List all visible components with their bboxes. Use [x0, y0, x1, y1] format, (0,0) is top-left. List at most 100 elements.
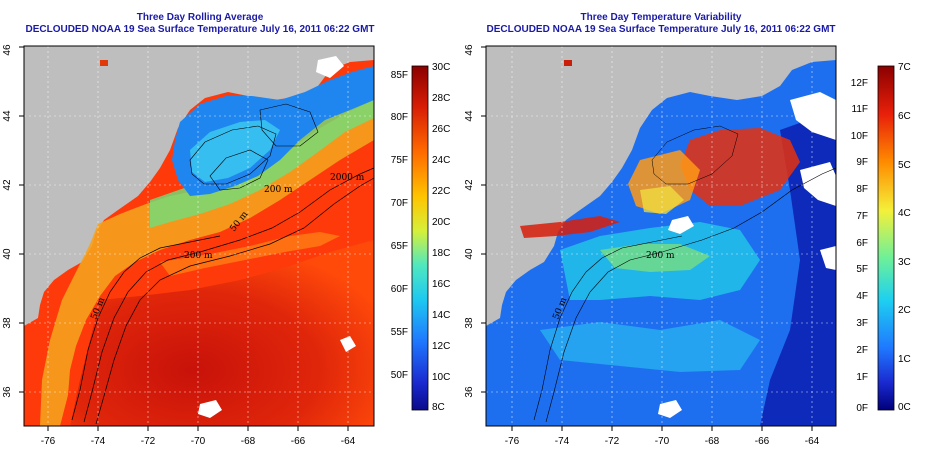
left-warm-coast-band [40, 100, 374, 426]
right-red-streak [520, 216, 620, 238]
right-cloud-2 [800, 162, 836, 206]
right-x-tick: -70 [655, 436, 670, 447]
left-x-tick: -66 [291, 436, 306, 447]
left-x-tick: -72 [141, 436, 156, 447]
right-y-tick: 38 [464, 317, 475, 329]
left-cbar-f-label: 75F [391, 155, 408, 166]
left-map-frame [23, 45, 375, 427]
left-colorbar-c-labels: 30C 28C 26C 24C 22C 20C 18C 16C 14C 12C … [432, 62, 450, 413]
left-cbar-c-label: 10C [432, 372, 450, 383]
right-y-tick: 42 [464, 179, 475, 191]
left-y-tick: 46 [2, 44, 13, 56]
left-colorbar-f-labels: 85F 80F 75F 70F 65F 60F 55F 50F [391, 70, 408, 381]
right-x-tick: -72 [605, 436, 620, 447]
left-y-tick: 44 [2, 110, 13, 122]
right-cbar-f-label: 7F [856, 211, 868, 222]
left-land [24, 46, 374, 326]
right-cbar-c-label: 5C [898, 160, 911, 171]
left-contour-label-200m: 200 m [184, 251, 213, 261]
left-cbar-c-label: 20C [432, 217, 450, 228]
left-x-axis: -76 -74 -72 -70 -68 -66 -64 [41, 426, 356, 447]
left-cbar-c-label: 12C [432, 341, 450, 352]
left-map [24, 46, 374, 426]
right-y-tick: 36 [464, 386, 475, 398]
right-contour-50m [533, 235, 683, 421]
right-title-1: Three Day Temperature Variability [580, 12, 742, 23]
left-contour-gulf-2 [209, 149, 269, 191]
left-cbar-c-label: 14C [432, 310, 450, 321]
right-green-zone [600, 244, 710, 272]
right-grid [486, 46, 836, 426]
right-cbar-f-label: 6F [856, 238, 868, 249]
left-cloud-3 [340, 336, 356, 352]
right-y-tick: 46 [464, 44, 475, 56]
right-cbar-f-label: 4F [856, 291, 868, 302]
right-cloud-5 [658, 400, 682, 418]
right-land [486, 46, 836, 326]
right-map-frame [485, 45, 837, 427]
right-cbar-c-label: 6C [898, 111, 911, 122]
right-map [486, 46, 836, 426]
left-contour-gulf-1 [189, 125, 277, 185]
right-cbar-c-label: 4C [898, 208, 911, 219]
left-contour-50m [71, 235, 221, 421]
right-cbar-c-label: 7C [898, 62, 911, 73]
right-y-tick: 44 [464, 110, 475, 122]
left-contour-gulf-3 [259, 103, 319, 147]
left-cbar-c-label: 22C [432, 186, 450, 197]
left-grid [24, 46, 374, 426]
right-x-tick: -76 [505, 436, 520, 447]
left-cbar-c-label: 8C [432, 402, 445, 413]
right-x-tick: -68 [705, 436, 720, 447]
left-title-1: Three Day Rolling Average [136, 12, 264, 23]
left-contour-label-2000m: 2000 m [330, 173, 365, 183]
right-cbar-f-label: 11F [852, 104, 869, 115]
right-colorbar-c-labels: 7C 6C 5C 4C 3C 2C 1C 0C [898, 62, 911, 413]
left-x-tick: -68 [241, 436, 256, 447]
right-title-2: DECLOUDED NOAA 19 Sea Surface Temperatur… [486, 24, 836, 35]
right-contour-200m [545, 167, 836, 423]
right-cbar-f-label: 12F [851, 78, 868, 89]
left-cbar-f-label: 80F [391, 112, 408, 123]
left-cbar-c-label: 26C [432, 124, 450, 135]
left-y-tick: 36 [2, 386, 13, 398]
right-cbar-c-label: 1C [898, 354, 911, 365]
right-cbar-f-label: 1F [856, 372, 868, 383]
left-x-tick: -70 [191, 436, 206, 447]
left-contour-2000m [95, 177, 374, 425]
left-cloud [316, 56, 344, 78]
left-cyan-gulf [190, 120, 280, 182]
right-cbar-c-label: 2C [898, 305, 911, 316]
right-cbar-f-label: 3F [856, 318, 868, 329]
left-x-tick: -64 [341, 436, 356, 447]
right-x-tick: -74 [555, 436, 570, 447]
right-cbar-c-label: 3C [898, 257, 911, 268]
right-cyan-south [540, 320, 760, 372]
right-cbar-c-label: 0C [898, 402, 911, 413]
right-nw-patch [564, 60, 572, 66]
left-cbar-c-label: 18C [432, 248, 450, 259]
right-cbar-f-label: 9F [856, 157, 868, 168]
right-contour-label-200m: 200 m [646, 251, 675, 261]
right-contour-gulf [651, 125, 739, 185]
left-cbar-f-label: 65F [391, 241, 408, 252]
right-cbar-f-label: 0F [856, 403, 868, 414]
left-cbar-f-label: 60F [391, 284, 408, 295]
left-contour-200m [83, 167, 374, 423]
right-cbar-f-label: 5F [856, 264, 868, 275]
right-colorbar-f-labels: 12F 11F 10F 9F 8F 7F 6F 5F 4F 3F 2F 1F 0… [851, 78, 868, 414]
right-yellow-zone [640, 186, 684, 214]
left-y-tick: 42 [2, 179, 13, 191]
left-y-tick: 38 [2, 317, 13, 329]
left-y-tick: 40 [2, 248, 13, 260]
left-colorbar [411, 65, 429, 411]
left-contour-label-200m-2: 200 m [264, 185, 293, 195]
right-y-tick: 40 [464, 248, 475, 260]
right-cloud-4 [820, 246, 836, 270]
left-cbar-f-label: 50F [391, 370, 408, 381]
left-nw-patch [100, 60, 108, 66]
right-x-axis: -76 -74 -72 -70 -68 -66 -64 [505, 426, 820, 447]
right-cbar-f-label: 2F [856, 345, 868, 356]
left-y-axis: 36 38 40 42 44 46 [2, 44, 24, 398]
